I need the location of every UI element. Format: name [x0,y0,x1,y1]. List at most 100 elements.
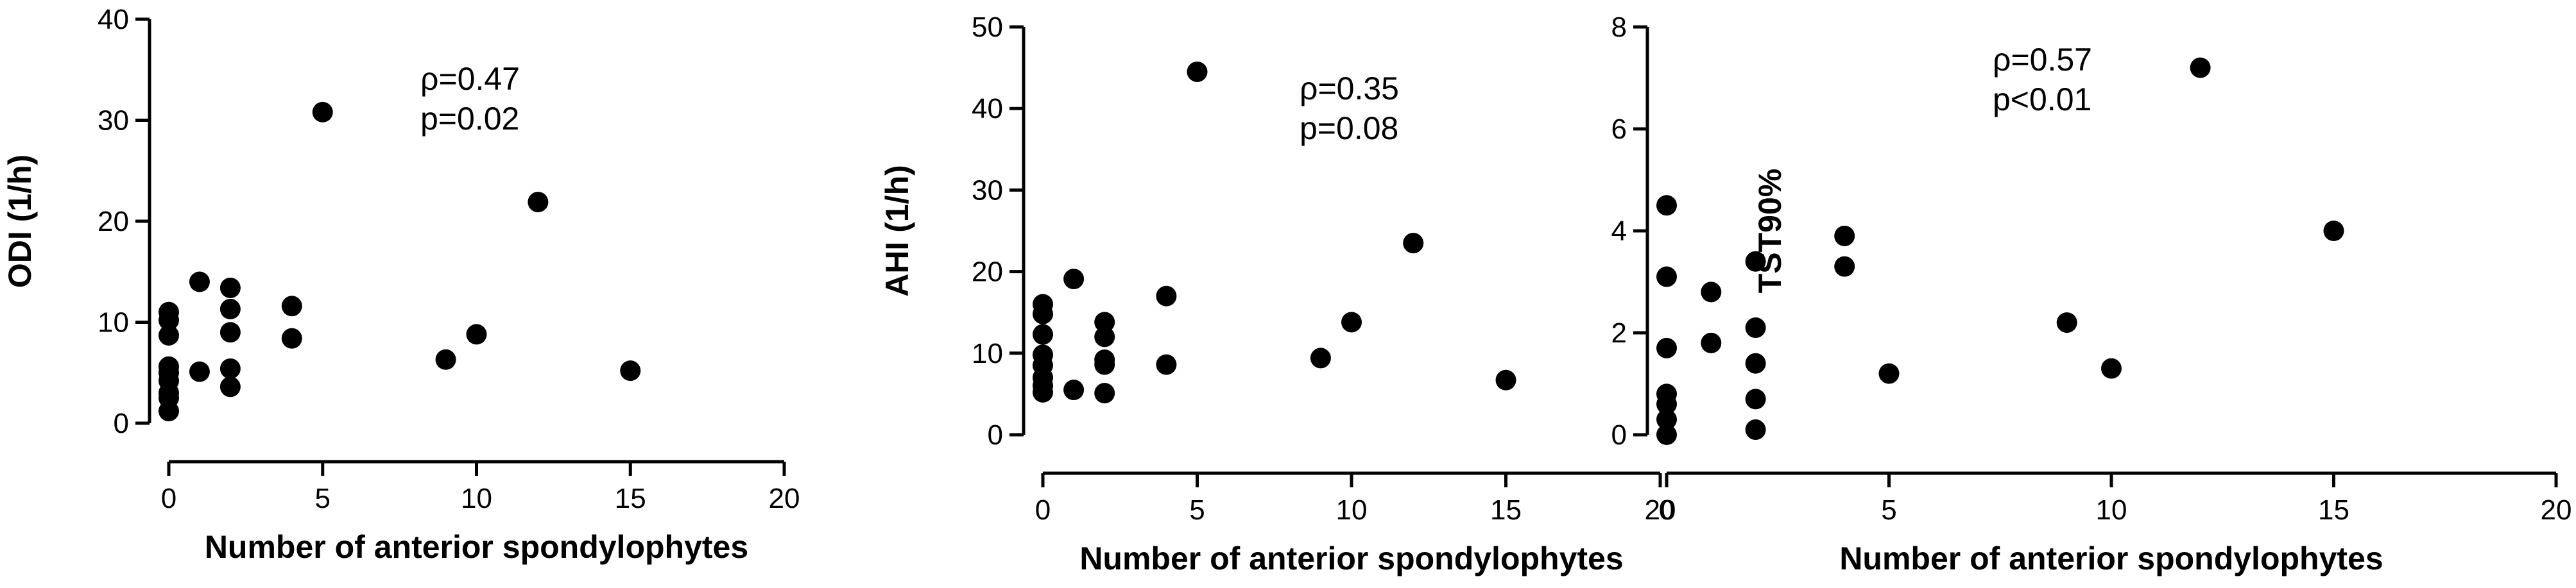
data-point [1310,348,1331,369]
data-point [219,322,241,343]
data-point [528,192,549,213]
y-tick-label: 2 [1611,317,1627,349]
data-point [219,299,241,320]
data-point [466,324,487,345]
data-point [1156,354,1177,375]
data-point [1745,419,1766,441]
data-point [1341,312,1362,333]
y-tick-label: 40 [98,4,129,35]
data-point [1745,389,1766,410]
data-point [2323,221,2344,241]
data-point [1403,233,1424,254]
correlation-annotation: ρ=0.35 [1300,71,1399,106]
data-point [281,328,302,349]
y-tick-label: 30 [98,105,129,137]
data-point [1878,363,1900,384]
y-axis-title: AHI (1/h) [879,165,915,297]
correlation-annotation: ρ=0.57 [1993,42,2092,78]
y-tick-label: 0 [988,419,1003,451]
x-tick-label: 5 [315,483,331,514]
y-tick-label: 0 [1611,419,1627,451]
y-tick-label: 40 [972,93,1003,124]
y-tick-label: 8 [1611,12,1627,43]
data-point [1656,337,1677,358]
chart-panel-3: 0 2 4 6 8 0 5 10 15 20 Number of anterior spondylo… [1611,12,2572,576]
x-tick-label: 10 [1336,494,1368,526]
data-point [1834,225,1855,246]
x-tick-label: 20 [1645,494,1676,526]
data-point [1701,332,1722,353]
y-tick-label: 50 [972,12,1003,43]
data-point [281,296,302,317]
correlation-annotation: ρ=0.47 [420,61,520,97]
data-point [1656,424,1677,445]
x-tick-label: 5 [1189,494,1205,526]
x-tick-label: 0 [161,483,176,514]
data-point [1745,251,1766,272]
data-point [1745,317,1766,339]
data-point [2101,358,2122,379]
data-point [1656,266,1677,287]
y-tick-label: 0 [114,408,129,439]
data-point [189,271,210,292]
data-point [1063,380,1085,401]
data-point [1033,382,1053,403]
y-axis-title: ODI (1/h) [2,155,38,288]
y-tick-label: 10 [972,338,1003,369]
data-point [159,401,179,422]
data-point [1156,285,1177,307]
data-point [1094,383,1115,404]
data-point [1094,312,1115,333]
x-tick-label: 10 [461,483,492,514]
data-point [159,310,179,331]
data-point [159,324,179,346]
x-tick-label: 15 [2318,494,2349,526]
data-point [312,101,333,122]
data-point [1745,353,1766,374]
data-point [219,277,241,298]
x-axis-title: Number of anterior spondylophytes [205,529,748,565]
data-point [1033,324,1053,345]
x-tick-label: 20 [2541,494,2572,526]
data-point [1187,61,1208,82]
y-tick-label: 4 [1611,215,1627,247]
data-point [1094,354,1115,375]
data-point [1094,326,1115,348]
data-point [1701,281,1722,303]
x-tick-label: 15 [1490,494,1522,526]
x-tick-label: 10 [2096,494,2127,526]
y-axis-title: TST90% [1752,169,1788,294]
data-point [219,358,241,379]
x-axis-title: Number of anterior spondylophytes [1079,541,1623,576]
data-point [1495,369,1516,391]
x-axis-title: Number of anterior spondylophytes [1839,541,2383,576]
data-point [219,376,241,398]
data-point [1033,303,1053,324]
correlation-annotation: p=0.02 [420,101,519,137]
data-point [1063,269,1085,290]
y-tick-label: 6 [1611,113,1627,145]
y-tick-label: 10 [98,307,129,339]
data-point [435,349,456,370]
data-point [1834,256,1855,277]
y-tick-label: 20 [972,256,1003,288]
data-point [2056,312,2077,333]
y-tick-label: 30 [972,174,1003,206]
x-tick-label: 20 [769,483,800,514]
data-point [1656,195,1677,216]
data-point [189,361,210,382]
x-tick-label: 15 [615,483,646,514]
data-point [1656,409,1677,430]
x-tick-label: 0 [1659,494,1674,526]
x-tick-label: 0 [1035,494,1051,526]
x-tick-label: 5 [1881,494,1896,526]
y-tick-label: 20 [98,206,129,237]
correlation-annotation: p=0.08 [1300,110,1398,146]
correlation-annotation: p<0.01 [1993,81,2091,117]
data-point [2190,57,2211,78]
chart-panel-1: 0 10 20 30 40 0 5 10 15 20 Number of anterior spon… [2,4,800,565]
data-point [1656,394,1677,415]
data-point [620,360,641,382]
